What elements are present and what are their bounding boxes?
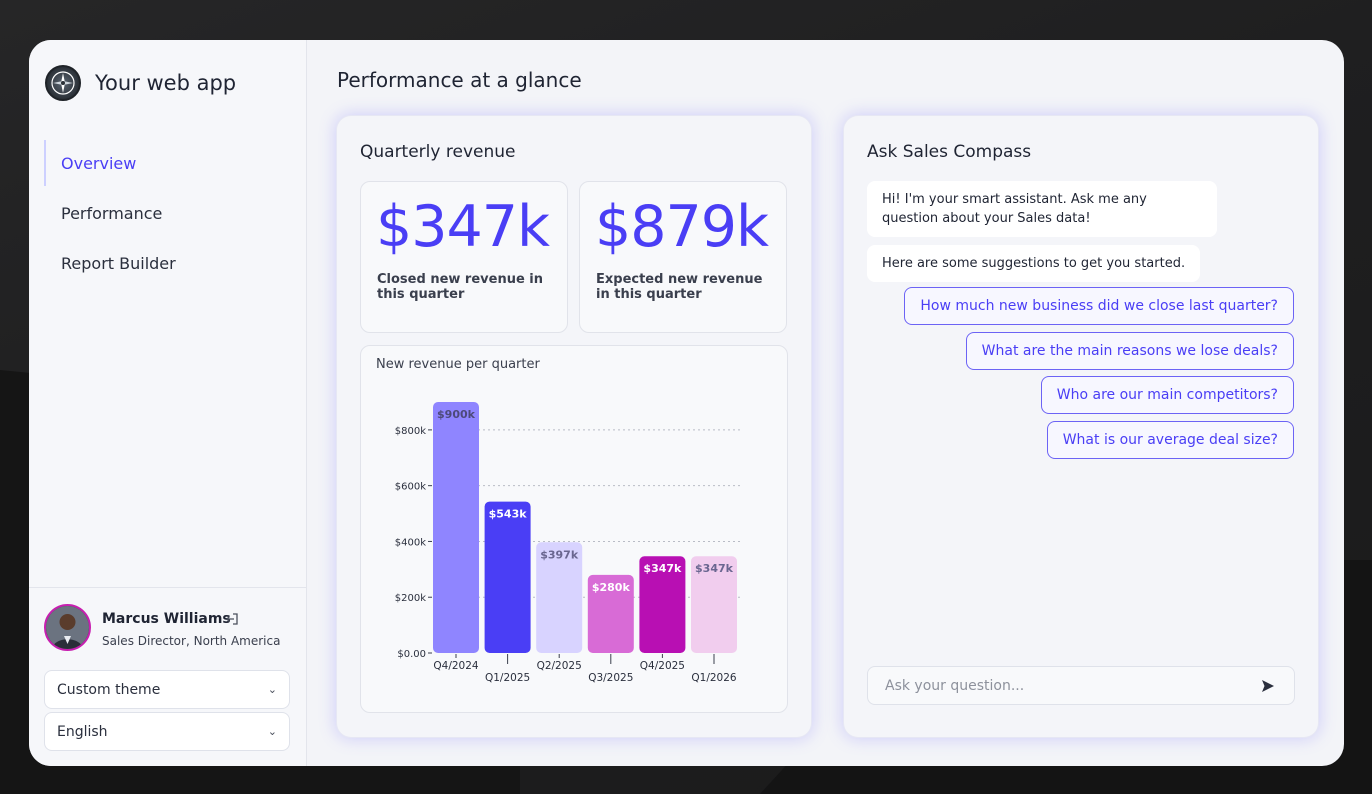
user-role: Sales Director, North America (102, 634, 281, 648)
x-tick-label: Q2/2025 (537, 660, 582, 672)
brand[interactable]: Your web app (45, 65, 236, 101)
avatar[interactable] (44, 604, 91, 651)
page-title: Performance at a glance (337, 68, 582, 92)
sidebar-item-report-builder[interactable]: Report Builder (61, 253, 176, 273)
sidebar-nav: Overview Performance Report Builder (44, 140, 292, 290)
suggestion-button[interactable]: What are the main reasons we lose deals? (965, 332, 1294, 370)
x-tick-label: Q4/2024 (433, 660, 479, 672)
user-name: Marcus Williams (102, 611, 231, 627)
kpi-label: Expected new revenue in this quarter (596, 272, 763, 302)
data-label: $280k (592, 581, 631, 594)
y-tick-label: $200k (395, 593, 426, 604)
app-window: Your web app Overview Performance Report… (29, 40, 1344, 766)
bar (536, 542, 583, 653)
y-tick-label: $600k (395, 482, 426, 493)
bar-chart: $0.00 $200k $400k $600k $800k $900k Q4/2024 $54… (395, 402, 741, 684)
language-select[interactable]: English ⌄ (44, 712, 290, 751)
bar (639, 556, 686, 653)
x-tick-label: Q1/2025 (485, 672, 530, 684)
suggestion-button[interactable]: What is our average deal size? (1046, 421, 1294, 459)
assistant-message: Hi! I'm your smart assistant. Ask me any… (867, 181, 1217, 237)
suggestion-button[interactable]: How much new business did we close last … (904, 287, 1294, 325)
x-tick-label: Q1/2026 (691, 672, 737, 684)
sidebar-item-performance[interactable]: Performance (61, 203, 163, 223)
compass-logo-icon (45, 65, 81, 101)
card-title: Quarterly revenue (360, 142, 516, 162)
chat-card: Ask Sales Compass Hi! I'm your smart ass… (844, 116, 1318, 737)
chat-title: Ask Sales Compass (867, 142, 1032, 162)
theme-select-value: Custom theme (57, 681, 161, 698)
data-label: $900k (437, 408, 476, 421)
app-title: Your web app (95, 71, 237, 95)
chevron-down-icon: ⌄ (267, 683, 277, 696)
kpi-expected-revenue: $879k Expected new revenue in this quart… (579, 181, 787, 333)
kpi-closed-revenue: $347k Closed new revenue in this quarter (360, 181, 568, 333)
data-label: $543k (489, 508, 528, 521)
quarterly-revenue-card: Quarterly revenue $347k Closed new reven… (337, 116, 811, 737)
user-panel: Marcus Williams Sales Director, North Am… (29, 587, 307, 766)
sidebar: Your web app Overview Performance Report… (29, 40, 307, 766)
data-label: $347k (643, 562, 682, 575)
chevron-down-icon: ⌄ (267, 725, 277, 738)
kpi-label: Closed new revenue in this quarter (377, 272, 544, 302)
revenue-chart: New revenue per quarter $0.00 $200k $400k $… (360, 345, 788, 713)
suggestion-button[interactable]: Who are our main competitors? (1040, 376, 1294, 414)
bar (433, 402, 479, 653)
y-tick-label: $800k (395, 426, 426, 437)
kpi-value: $347k (376, 194, 550, 260)
y-tick-label: $400k (395, 537, 426, 548)
bar (587, 574, 634, 653)
x-tick-label: Q4/2025 (640, 660, 685, 672)
logout-icon[interactable] (224, 611, 240, 631)
y-tick-label: $0.00 (397, 649, 426, 660)
chat-input[interactable] (867, 666, 1295, 705)
theme-select[interactable]: Custom theme ⌄ (44, 670, 290, 709)
send-icon[interactable] (1259, 677, 1277, 695)
chart-title: New revenue per quarter (376, 357, 540, 372)
bar (484, 501, 531, 653)
data-label: $397k (540, 548, 579, 561)
data-label: $347k (695, 562, 734, 575)
assistant-message: Here are some suggestions to get you sta… (867, 245, 1201, 282)
kpi-value: $879k (595, 194, 769, 260)
language-select-value: English (57, 723, 108, 740)
bar (691, 556, 737, 653)
sidebar-item-overview[interactable]: Overview (44, 140, 292, 186)
x-tick-label: Q3/2025 (588, 672, 633, 684)
